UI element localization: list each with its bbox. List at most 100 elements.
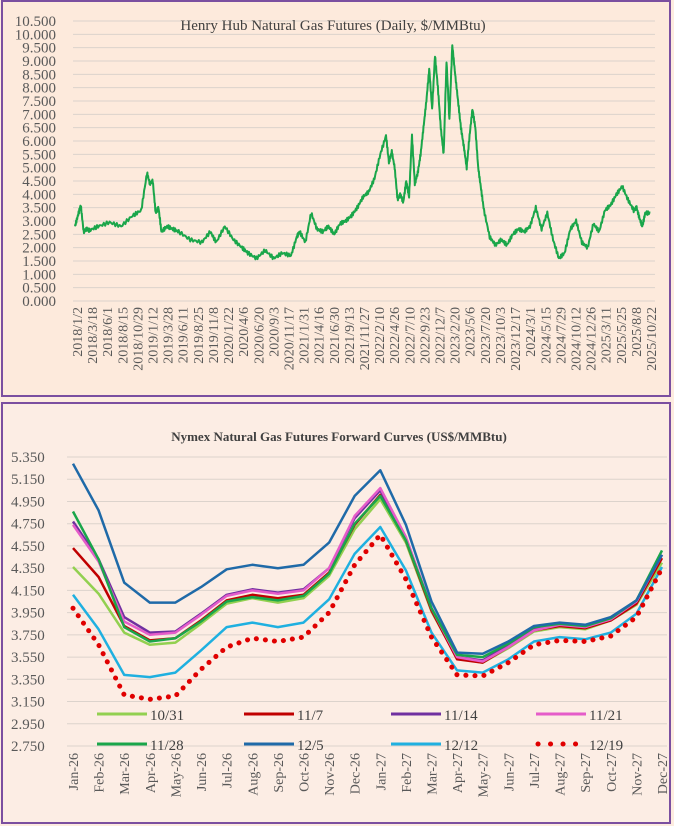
- legend-label: 11/21: [589, 708, 623, 724]
- y-tick-label: 4.750: [11, 517, 45, 533]
- x-tick-label: Oct-27: [605, 753, 620, 792]
- legend-item-11-14: 11/14: [391, 708, 478, 724]
- y-tick-label: 4.000: [22, 187, 56, 203]
- legend-item-10-31: 10/31: [97, 708, 184, 724]
- x-tick-label: Aug-26: [246, 753, 261, 796]
- y-tick-label: 6.000: [22, 134, 56, 150]
- x-tick-label: 2021/9/13: [343, 307, 358, 364]
- legend-label: 11/7: [297, 708, 324, 724]
- x-tick-label: 2019/11/8: [207, 307, 222, 363]
- x-tick-label: Jul-27: [528, 753, 543, 788]
- x-tick-label: 2024/7/29: [554, 307, 569, 364]
- x-tick-label: 2022/2/10: [373, 307, 388, 364]
- y-tick-label: 8.000: [22, 81, 56, 97]
- x-tick-label: 2021/4/16: [313, 307, 328, 364]
- x-tick-label: Jan-26: [67, 753, 82, 790]
- y-tick-label: 10.500: [15, 14, 56, 30]
- y-tick-label: 5.500: [22, 147, 56, 163]
- henry-hub-chart: 0.0000.5001.0001.5002.0002.5003.0003.500…: [15, 14, 660, 371]
- x-tick-label: Feb-26: [93, 753, 108, 793]
- y-tick-label: 3.000: [22, 214, 56, 230]
- legend-label: 12/5: [297, 738, 324, 754]
- x-tick-label: 2021/11/27: [358, 307, 373, 370]
- x-tick-label: Aug-27: [554, 753, 569, 796]
- y-tick-label: 1.500: [22, 254, 56, 270]
- x-tick-label: Nov-27: [630, 753, 645, 796]
- legend-item-11-7: 11/7: [244, 708, 324, 724]
- legend: 10/31 11/7 11/14 11/21 11/28 12/5 12/12 12/19: [97, 708, 623, 754]
- x-tick-label: 2019/6/11: [177, 307, 192, 363]
- x-tick-label: 2020/6/20: [252, 307, 267, 364]
- legend-label: 10/31: [150, 708, 184, 724]
- y-tick-label: 7.000: [22, 107, 56, 123]
- x-tick-label: Jan-27: [374, 753, 389, 790]
- x-tick-label: 2023/12/17: [509, 307, 524, 371]
- x-tick-label: 2025/10/22: [645, 307, 660, 371]
- x-tick-label: 2019/1/12: [147, 307, 162, 364]
- x-tick-label: May-26: [169, 753, 184, 797]
- y-tick-label: 8.500: [22, 67, 56, 83]
- legend-label: 11/28: [150, 738, 184, 754]
- y-tick-label: 5.000: [22, 161, 56, 177]
- henry-hub-chart-title: Henry Hub Natural Gas Futures (Daily, $/…: [180, 18, 485, 34]
- x-tick-label: May-27: [477, 753, 492, 797]
- x-tick-label: 2024/5/15: [539, 307, 554, 364]
- x-tick-label: 2023/2/20: [449, 307, 464, 364]
- x-tick-label: 2025/3/11: [600, 307, 615, 363]
- x-tick-label: 2022/4/26: [388, 307, 403, 364]
- x-tick-label: 2024/3/1: [524, 307, 539, 357]
- forward-curves-chart: 2.750 2.950 3.150 3.350 3.550 3.750 3.950 4.150…: [11, 429, 671, 797]
- x-tick-label: 2025/8/8: [630, 307, 645, 357]
- x-tick-label: 2020/9/3: [267, 307, 282, 357]
- series-line-12-5: [71, 463, 664, 655]
- x-tick-label: 2020/11/17: [282, 307, 297, 370]
- y-tick-label: 10.000: [15, 27, 56, 43]
- y-tick-label: 2.500: [22, 227, 56, 243]
- x-tick-label: 2019/3/28: [162, 307, 177, 364]
- legend-label: 11/14: [444, 708, 478, 724]
- series-line-henry-hub: [74, 44, 651, 261]
- x-tick-label: 2021/6/30: [328, 307, 343, 364]
- x-tick-label: 2018/6/1: [101, 307, 116, 357]
- legend-item-12-12: 12/12: [391, 738, 478, 754]
- x-tick-label: Apr-27: [451, 753, 466, 793]
- y-tick-label: 3.550: [11, 650, 45, 666]
- y-tick-label: 3.500: [22, 201, 56, 217]
- y-tick-label: 4.950: [11, 494, 45, 510]
- x-tick-label: Jun-27: [502, 753, 517, 791]
- x-tick-label: 2022/9/23: [418, 307, 433, 364]
- legend-item-11-28: 11/28: [97, 738, 184, 754]
- y-tick-label: 4.500: [22, 174, 56, 190]
- x-tick-label: 2018/3/18: [86, 307, 101, 364]
- legend-label: 12/12: [444, 738, 478, 754]
- x-tick-label: 2022/12/7: [434, 307, 449, 364]
- y-tick-label: 5.150: [11, 472, 45, 488]
- x-tick-label: Dec-27: [656, 753, 671, 794]
- x-tick-label: Sep-26: [272, 753, 287, 793]
- y-tick-label: 9.000: [22, 54, 56, 70]
- y-tick-label: 3.750: [11, 628, 45, 644]
- y-tick-label: 4.550: [11, 539, 45, 555]
- y-tick-label: 2.000: [22, 241, 56, 257]
- x-tick-label: Jun-26: [195, 753, 210, 791]
- x-tick-label: 2022/7/10: [403, 307, 418, 364]
- x-tick-label: Nov-26: [323, 753, 338, 796]
- legend-label: 12/19: [589, 738, 623, 754]
- x-tick-label: 2020/4/6: [237, 307, 252, 357]
- y-tick-label: 0.000: [22, 294, 56, 310]
- y-tick-label: 7.500: [22, 94, 56, 110]
- x-tick-label: 2023/10/3: [494, 307, 509, 364]
- x-tick-label: Jul-26: [221, 753, 236, 788]
- x-tick-label: 2025/5/25: [615, 307, 630, 364]
- x-tick-label: Mar-26: [118, 753, 133, 795]
- legend-item-12-19: 12/19: [535, 738, 623, 754]
- x-tick-label: 2018/10/29: [131, 307, 146, 371]
- y-tick-label: 5.350: [11, 450, 45, 466]
- x-tick-label: 2020/1/22: [222, 307, 237, 364]
- x-tick-label: 2018/8/15: [116, 307, 131, 364]
- y-tick-label: 6.500: [22, 121, 56, 137]
- series-line-12-19: [70, 530, 665, 702]
- x-tick-label: Dec-26: [349, 753, 364, 794]
- y-tick-label: 1.000: [22, 267, 56, 283]
- x-tick-label: 2024/12/26: [585, 307, 600, 371]
